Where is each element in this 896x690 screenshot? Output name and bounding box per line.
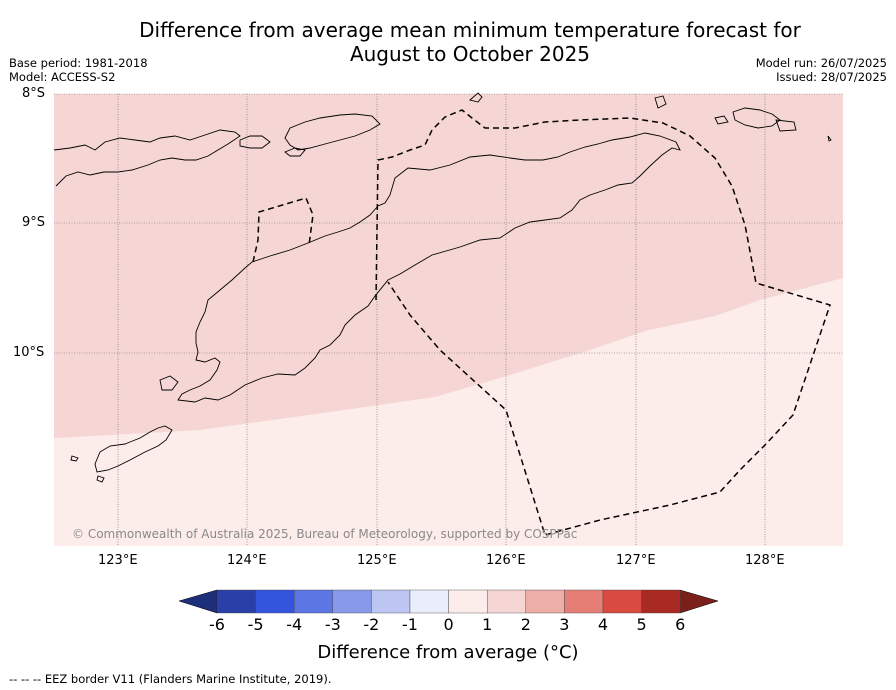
zone-1-to-2 bbox=[54, 94, 843, 438]
colorbar-over-arrow bbox=[679, 589, 719, 614]
eez-note: -- -- -- EEZ border V11 (Flanders Marine… bbox=[9, 672, 332, 686]
timor-island bbox=[177, 132, 681, 403]
savu-island bbox=[159, 375, 179, 391]
small-island-3 bbox=[714, 115, 729, 125]
rote-island bbox=[94, 425, 173, 473]
colorbar-bin bbox=[487, 589, 527, 614]
colorbar-tick-label: 6 bbox=[675, 615, 686, 634]
colorbar-tick-label: -5 bbox=[247, 615, 264, 634]
lembata-island bbox=[284, 113, 381, 151]
lon-label-126e: 126°E bbox=[486, 553, 526, 568]
colorbar-tick-label: 2 bbox=[520, 615, 531, 634]
lon-label-124e: 124°E bbox=[227, 553, 267, 568]
small-island-1 bbox=[654, 95, 667, 109]
colorbar-bin bbox=[332, 589, 372, 614]
north-islet bbox=[469, 92, 483, 103]
colorbar-bins bbox=[216, 589, 681, 614]
colorbar-bin bbox=[602, 589, 642, 614]
colorbar-tick-label: 1 bbox=[482, 615, 493, 634]
colorbar-tick-label: -3 bbox=[324, 615, 341, 634]
colorbar-tick-label: -1 bbox=[402, 615, 418, 634]
eez-border bbox=[252, 109, 831, 536]
colorbar-bin bbox=[216, 589, 256, 614]
ndao-island bbox=[70, 455, 79, 462]
alor-island bbox=[284, 147, 306, 157]
colorbar-bin bbox=[641, 589, 681, 614]
base-period: Base period: 1981-2018 bbox=[9, 56, 148, 70]
chart-title: Difference from average mean minimum tem… bbox=[0, 18, 896, 66]
lon-label-128e: 128°E bbox=[745, 553, 785, 568]
east-tip bbox=[827, 135, 832, 142]
gridlines bbox=[54, 93, 843, 546]
colorbar-tick-label: 3 bbox=[559, 615, 570, 634]
meta-left: Base period: 1981-2018 Model: ACCESS-S2 bbox=[9, 56, 148, 84]
lon-label-123e: 123°E bbox=[98, 553, 138, 568]
lat-label-10s: 10°S bbox=[13, 345, 45, 360]
adonara-island bbox=[239, 135, 271, 149]
model-name: Model: ACCESS-S2 bbox=[9, 70, 116, 84]
colorbar-tick-label: -2 bbox=[363, 615, 380, 634]
wetar-north bbox=[732, 107, 781, 129]
lon-label-125e: 125°E bbox=[357, 553, 397, 568]
colorbar-bin bbox=[564, 589, 604, 614]
copyright-text: © Commonwealth of Australia 2025, Bureau… bbox=[72, 527, 578, 541]
colorbar-bin bbox=[255, 589, 295, 614]
colorbar-tick-label: 5 bbox=[636, 615, 647, 634]
colorbar-bin bbox=[294, 589, 334, 614]
small-island-2 bbox=[775, 119, 797, 132]
colorbar-tick-label: -4 bbox=[286, 615, 303, 634]
model-run: Model run: 26/07/2025 bbox=[755, 56, 887, 70]
semau-island bbox=[96, 475, 105, 483]
issued-date: Issued: 28/07/2025 bbox=[776, 70, 887, 84]
colorbar-tick-label: 0 bbox=[443, 615, 454, 634]
meta-right: Model run: 26/07/2025 Issued: 28/07/2025 bbox=[756, 56, 887, 84]
colorbar-tick-label: -6 bbox=[209, 615, 225, 634]
colorbar-bin bbox=[448, 589, 488, 614]
colorbar-bin bbox=[525, 589, 565, 614]
colorbar-under-arrow bbox=[178, 589, 218, 614]
lon-label-127e: 127°E bbox=[616, 553, 656, 568]
coastlines bbox=[53, 92, 832, 483]
colorbar-title: Difference from average (°C) bbox=[317, 642, 579, 663]
colorbar-tick-label: 4 bbox=[597, 615, 609, 634]
lat-label-9s: 9°S bbox=[22, 215, 46, 230]
title-line-1: Difference from average mean minimum tem… bbox=[139, 18, 801, 42]
lat-label-8s: 8°S bbox=[22, 86, 46, 101]
flores-island bbox=[53, 129, 241, 187]
colorbar-bin bbox=[409, 589, 449, 614]
colorbar bbox=[178, 589, 719, 614]
colorbar-bin bbox=[371, 589, 411, 614]
title-line-2: August to October 2025 bbox=[349, 42, 591, 66]
